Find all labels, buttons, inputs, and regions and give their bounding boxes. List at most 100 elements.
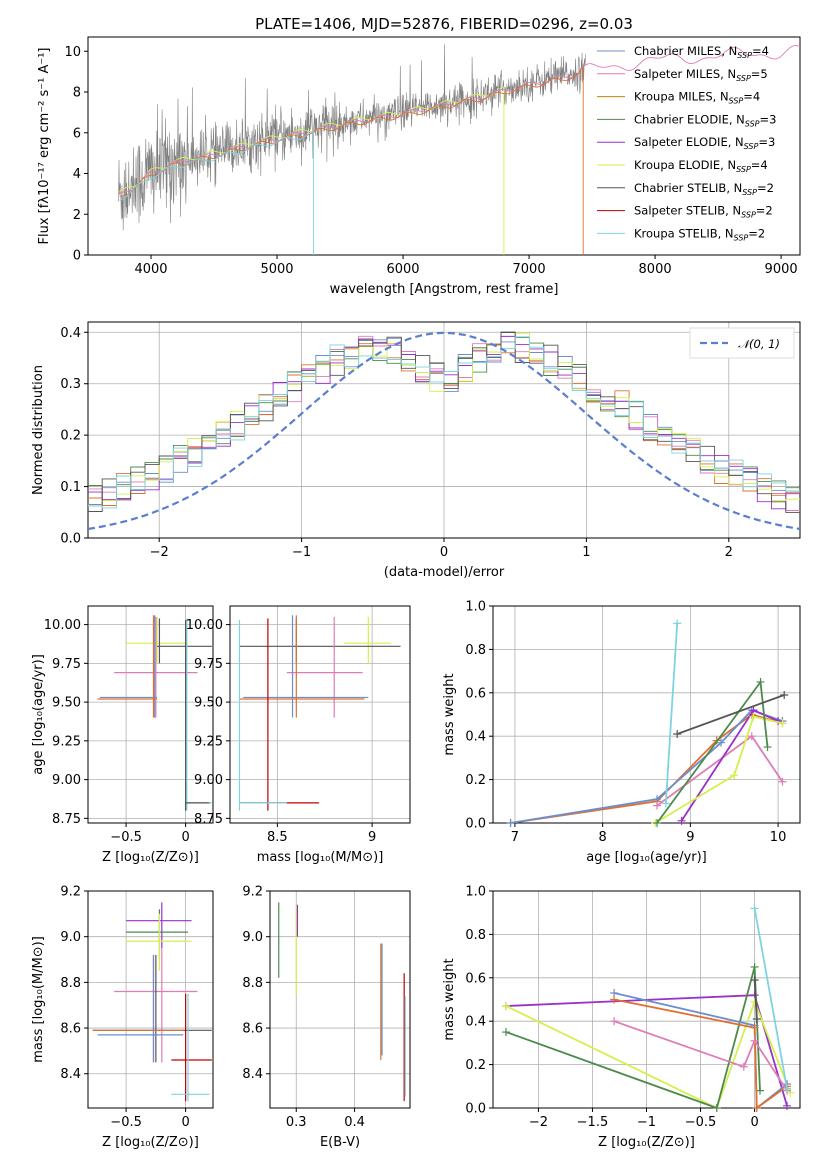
mass-weight-point [653,801,662,810]
axes-frame [492,890,801,1109]
residuals-panel: −2 −1 0 1 2 0.0 0.1 0.2 0.3 0.4 (data-model)/error… [31,321,801,580]
legend-label: Kroupa ELODIE, NSSP=4 [634,158,768,174]
x-tick-label: 0 [750,1115,758,1130]
mass-weight-point [778,777,787,786]
y-tick-label: 8.8 [60,976,81,991]
legend-label-tail: =3 [758,135,775,149]
y-tick-label: 0.6 [465,971,486,986]
mass-weight-point [501,1028,510,1037]
y-tick-label: 8.75 [52,812,81,827]
mass-weight-series-line [613,1020,788,1092]
legend-label-sub: SSP [736,74,751,83]
axes-frame [269,890,411,1109]
normal-distribution-curve [88,331,800,531]
legend-label-tail: =2 [756,204,773,218]
x-axis-label: wavelength [Angstrom, rest frame] [330,282,559,297]
model-spectrum-line [119,130,315,255]
mass-weight-point [673,619,682,628]
mass-weight-point [730,771,739,780]
y-tick-label: 0.2 [465,1058,486,1073]
mass-weight-point [750,997,759,1006]
mass-weight-series-line [676,694,785,735]
axes-frame [87,36,801,256]
legend-label: Salpeter MILES, NSSP=5 [634,67,768,83]
y-tick-label: 0.4 [465,730,486,745]
residual-histogram [88,336,800,509]
mass-weight-point [783,1101,792,1110]
legend-label: Chabrier MILES, NSSP=4 [634,44,769,60]
y-tick-label: 8.4 [60,1067,81,1082]
axes-frame [87,321,801,539]
spectrum-panel: 4000 5000 6000 7000 8000 9000 0 2 4 6 8 10 wavelengt… [37,15,801,297]
x-axis-label: E(B-V) [320,1135,360,1150]
axes-frame [492,605,801,824]
mass-weight-series-line [510,713,783,823]
mass-weight-vs-age-panel: 7 8 9 10 0.0 0.2 0.4 0.6 0.8 1.0 age [log₁₀(age/yr… [442,600,801,865]
mass-weight-point [747,732,756,741]
y-tick-label: 10 [64,45,81,60]
legend-label: Chabrier STELIB, NSSP=2 [634,181,774,197]
legend-label-sub: SSP [741,211,756,220]
axes-frame [229,605,411,824]
y-tick-label: 0.2 [465,773,486,788]
mass-weight-point [750,1023,759,1032]
mass-weight-point [653,819,662,827]
x-tick-label: 9000 [765,262,798,277]
x-tick-label: −0.5 [110,1115,142,1130]
y-tick-label: 1.0 [465,600,486,615]
mass-weight-series-line [613,998,788,1108]
observed-spectrum-line [117,44,586,231]
x-tick-label: −2 [150,545,169,560]
legend-label-sub: SSP [734,233,749,242]
x-tick-label: 8000 [639,262,672,277]
y-axis-label: Flux [fλ10⁻¹⁷ erg cm⁻² s⁻¹ A⁻¹] [37,48,52,245]
x-tick-label: −1 [292,545,311,560]
x-tick-label: −0.5 [110,830,142,845]
x-tick-label: 0 [181,1115,189,1130]
x-tick-label: 8 [599,830,607,845]
x-axis-label: (data-model)/error [384,565,505,580]
mass-weight-series-line [505,999,792,1108]
legend-label-sub: SSP [737,51,752,60]
mass-weight-series-line [656,679,769,823]
mass-weight-point [750,962,759,971]
y-tick-label: 0.8 [465,928,486,943]
mass-weight-point [756,677,765,686]
mass-weight-point [501,1002,510,1011]
legend-label-main: Chabrier ELODIE, N [634,112,745,126]
legend-label-main: Kroupa MILES, N [634,90,729,104]
y-tick-label: 4 [73,167,81,182]
legend-label-main: Salpeter STELIB, N [634,204,741,218]
y-tick-label: 8.75 [194,812,223,827]
model-spectrum-line [119,66,584,255]
y-tick-label: 9.00 [194,773,223,788]
mass-weight-series-line [753,908,788,1089]
x-tick-label: 0 [181,830,189,845]
y-axis-label: mass weight [442,673,457,755]
y-tick-label: 0.4 [465,1015,486,1030]
legend-label: 𝒩(0, 1) [738,337,780,351]
x-tick-label: −2 [529,1115,548,1130]
y-tick-label: 9.2 [60,885,81,900]
y-tick-label: 0.1 [60,480,81,495]
y-tick-label: 1.0 [465,885,486,900]
x-tick-label: 9 [686,830,694,845]
x-tick-label: 0.4 [344,1115,365,1130]
x-tick-label: 7 [511,830,519,845]
x-tick-label: 4000 [134,262,167,277]
legend-label-tail: =4 [752,44,769,58]
mass-weight-point [750,975,759,984]
x-tick-label: 5000 [260,262,293,277]
y-tick-label: 8.4 [242,1067,263,1082]
legend-label-main: Salpeter MILES, N [634,67,736,81]
x-axis-label: Z [log₁₀(Z/Z⊙)] [102,850,199,865]
y-tick-label: 6 [73,126,81,141]
y-tick-label: 8.6 [60,1022,81,1037]
legend-label-tail: =2 [748,226,765,240]
y-tick-label: 0.6 [465,686,486,701]
x-axis-label: mass [log₁₀(M/M⊙)] [257,850,384,865]
mass-weight-point [778,719,787,728]
x-tick-label: 2 [725,545,733,560]
age-vs-mass-panel: 8.5 9 8.75 9.00 9.25 9.50 9.75 10.00 mass [log₁₀… [186,605,411,865]
mass-weight-point [780,690,789,699]
